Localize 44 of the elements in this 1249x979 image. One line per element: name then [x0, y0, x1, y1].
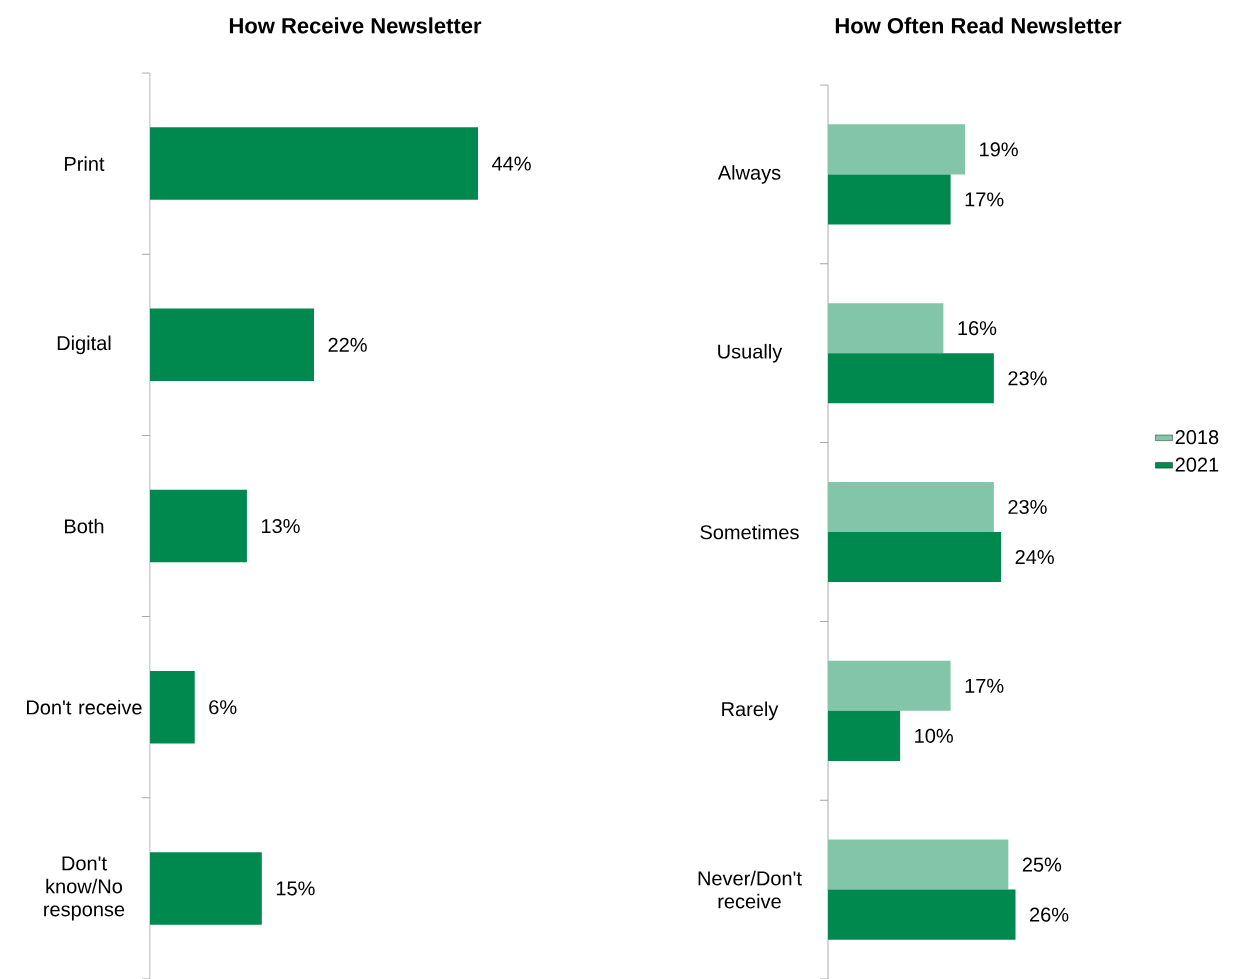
y-tick-label: Don't receive [27, 699, 142, 715]
data-label: 19% [980, 142, 1018, 157]
bar [150, 308, 314, 382]
bar [828, 481, 994, 533]
y-tick-label: Usually [718, 343, 783, 363]
legend-label: 2021 [1175, 457, 1219, 472]
y-tick-label: Print [65, 156, 105, 171]
bar [150, 127, 479, 200]
data-label: 23% [1008, 499, 1047, 515]
data-label: 17% [965, 192, 1004, 207]
y-tick-label: Digital [57, 335, 111, 355]
data-label: 6% [209, 700, 237, 715]
bar [150, 670, 195, 744]
y-tick-label: Both [65, 518, 104, 534]
y-tick-label: Never/Don't receive [698, 870, 802, 909]
y-tick-label: Rarely [722, 701, 779, 721]
y-tick-label: Always [717, 165, 781, 184]
data-label: 44% [491, 156, 531, 171]
data-label: 26% [1030, 907, 1069, 922]
bar [828, 710, 901, 761]
chart-title: How Often Read Newsletter [835, 17, 1122, 34]
y-tick-label: Don't know/No response [44, 856, 125, 921]
bar [828, 124, 966, 175]
data-label: 13% [261, 518, 300, 534]
data-label: 16% [958, 321, 997, 336]
bar [150, 852, 262, 925]
bar [828, 839, 1009, 890]
data-label: 22% [328, 337, 367, 352]
legend-label: 2018 [1175, 430, 1219, 445]
bar [828, 353, 994, 404]
bar [828, 303, 944, 354]
data-label: 15% [276, 881, 315, 896]
y-tick-label: Sometimes [700, 524, 799, 540]
bar [150, 489, 247, 563]
chart-title: How Receive Newsletter [229, 17, 482, 34]
data-label: 17% [965, 678, 1004, 693]
data-label: 25% [1022, 857, 1062, 872]
bar [828, 889, 1016, 940]
data-label: 24% [1015, 550, 1054, 565]
bar [828, 660, 951, 711]
bar [828, 532, 1002, 583]
data-label: 10% [915, 728, 953, 743]
data-label: 23% [1008, 371, 1047, 386]
bar [828, 174, 951, 225]
